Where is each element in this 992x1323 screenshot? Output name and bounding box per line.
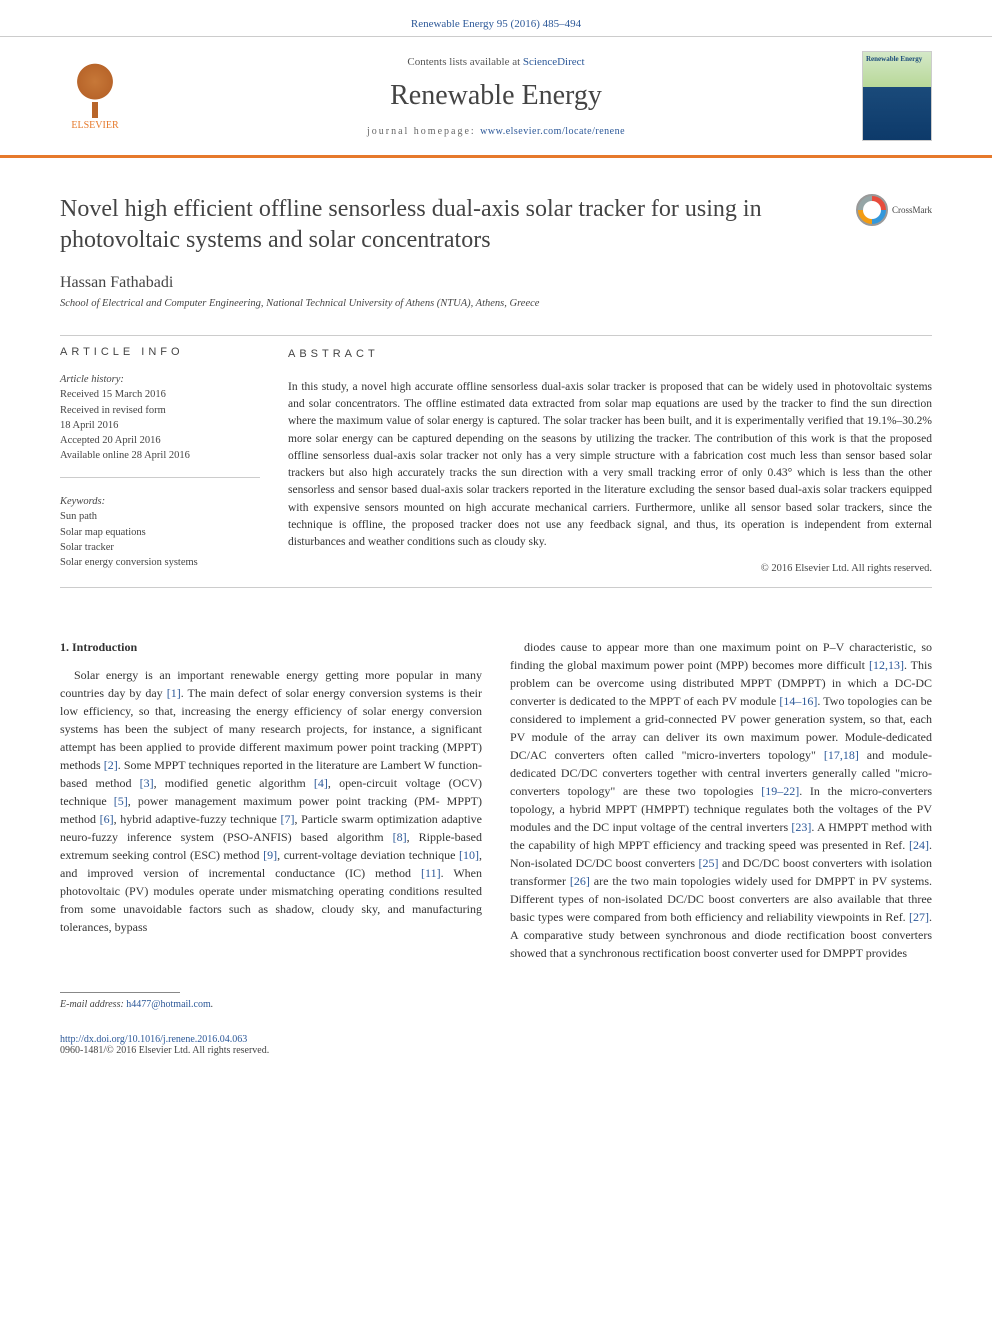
- keywords-subhead: Keywords:: [60, 496, 260, 507]
- doi-block: http://dx.doi.org/10.1016/j.renene.2016.…: [60, 1034, 932, 1056]
- journal-cover-thumb[interactable]: Renewable Energy: [862, 51, 932, 141]
- journal-name: Renewable Energy: [150, 80, 842, 112]
- citation-link[interactable]: [10]: [459, 848, 479, 862]
- publisher-logo[interactable]: ELSEVIER: [60, 62, 130, 131]
- citation-link[interactable]: [26]: [570, 874, 590, 888]
- citation-link[interactable]: [17,18]: [824, 748, 859, 762]
- history-subhead: Article history:: [60, 374, 260, 385]
- citation-link[interactable]: [27]: [909, 910, 929, 924]
- publisher-name: ELSEVIER: [71, 120, 118, 131]
- footnote-rule: [60, 992, 180, 993]
- author-affiliation: School of Electrical and Computer Engine…: [60, 298, 932, 309]
- citation-link[interactable]: [11]: [421, 866, 441, 880]
- keyword: Solar energy conversion systems: [60, 555, 260, 570]
- section-heading: 1. Introduction: [60, 638, 482, 656]
- history-line: Received 15 March 2016: [60, 387, 260, 402]
- citation-link[interactable]: [24]: [909, 838, 929, 852]
- citation-link[interactable]: [7]: [280, 812, 294, 826]
- article-info-heading: ARTICLE INFO: [60, 346, 260, 358]
- keyword: Sun path: [60, 509, 260, 524]
- contents-prefix: Contents lists available at: [407, 56, 522, 68]
- email-link[interactable]: h4477@hotmail.com: [126, 999, 210, 1010]
- history-line: 18 April 2016: [60, 418, 260, 433]
- homepage-line: journal homepage: www.elsevier.com/locat…: [150, 126, 842, 137]
- cover-thumb-title: Renewable Energy: [866, 55, 928, 63]
- citation-link[interactable]: [14–16]: [779, 694, 817, 708]
- article-history-group: Article history: Received 15 March 2016 …: [60, 374, 260, 478]
- citation-link[interactable]: [12,13]: [869, 658, 904, 672]
- body-paragraph: diodes cause to appear more than one max…: [510, 638, 932, 962]
- author-name: Hassan Fathabadi: [60, 274, 932, 292]
- abstract-heading: ABSTRACT: [288, 346, 932, 363]
- abstract-copyright: © 2016 Elsevier Ltd. All rights reserved…: [288, 561, 932, 577]
- citation-link[interactable]: [1]: [167, 686, 181, 700]
- divider: [60, 587, 932, 588]
- body-paragraph: Solar energy is an important renewable e…: [60, 666, 482, 936]
- abstract-column: ABSTRACT In this study, a novel high acc…: [288, 346, 932, 577]
- corresponding-email: E-mail address: h4477@hotmail.com.: [60, 999, 932, 1010]
- section-number: 1.: [60, 640, 69, 654]
- citation-link[interactable]: [4]: [314, 776, 328, 790]
- elsevier-tree-icon: [70, 62, 120, 118]
- contents-available-line: Contents lists available at ScienceDirec…: [150, 56, 842, 68]
- header-citation[interactable]: Renewable Energy 95 (2016) 485–494: [411, 18, 581, 30]
- doi-link[interactable]: http://dx.doi.org/10.1016/j.renene.2016.…: [60, 1034, 247, 1045]
- body-columns: 1. Introduction Solar energy is an impor…: [0, 598, 992, 982]
- article-info-column: ARTICLE INFO Article history: Received 1…: [60, 346, 260, 577]
- title-block: Novel high efficient offline sensorless …: [0, 158, 992, 274]
- crossmark-badge[interactable]: CrossMark: [856, 194, 932, 226]
- masthead: ELSEVIER Contents lists available at Sci…: [0, 36, 992, 158]
- citation-link[interactable]: [8]: [393, 830, 407, 844]
- body-column-left: 1. Introduction Solar energy is an impor…: [60, 638, 482, 962]
- issn-copyright: 0960-1481/© 2016 Elsevier Ltd. All right…: [60, 1045, 269, 1056]
- citation-link[interactable]: [2]: [104, 758, 118, 772]
- abstract-text: In this study, a novel high accurate off…: [288, 379, 932, 552]
- citation-link[interactable]: [3]: [140, 776, 154, 790]
- author-block: Hassan Fathabadi School of Electrical an…: [0, 274, 992, 325]
- homepage-prefix: journal homepage:: [367, 126, 480, 137]
- history-line: Received in revised form: [60, 403, 260, 418]
- citation-link[interactable]: [25]: [699, 856, 719, 870]
- homepage-url[interactable]: www.elsevier.com/locate/renene: [480, 126, 625, 137]
- citation-link[interactable]: [19–22]: [761, 784, 799, 798]
- section-title: Introduction: [72, 640, 137, 654]
- citation-link[interactable]: [5]: [114, 794, 128, 808]
- citation-link[interactable]: [23]: [791, 820, 811, 834]
- divider: [60, 335, 932, 336]
- email-prefix: E-mail address:: [60, 999, 126, 1010]
- running-header: Renewable Energy 95 (2016) 485–494: [0, 0, 992, 36]
- email-suffix: .: [211, 999, 214, 1010]
- body-column-right: diodes cause to appear more than one max…: [510, 638, 932, 962]
- crossmark-icon: [856, 194, 888, 226]
- citation-link[interactable]: [6]: [100, 812, 114, 826]
- keyword: Solar map equations: [60, 525, 260, 540]
- keywords-group: Keywords: Sun path Solar map equations S…: [60, 496, 260, 570]
- crossmark-label: CrossMark: [892, 205, 932, 215]
- history-line: Available online 28 April 2016: [60, 448, 260, 463]
- keyword: Solar tracker: [60, 540, 260, 555]
- article-title: Novel high efficient offline sensorless …: [60, 194, 836, 256]
- footer: E-mail address: h4477@hotmail.com. http:…: [0, 982, 992, 1076]
- sciencedirect-link[interactable]: ScienceDirect: [523, 56, 585, 68]
- masthead-center: Contents lists available at ScienceDirec…: [150, 56, 842, 137]
- citation-link[interactable]: [9]: [263, 848, 277, 862]
- info-abstract-row: ARTICLE INFO Article history: Received 1…: [0, 346, 992, 577]
- history-line: Accepted 20 April 2016: [60, 433, 260, 448]
